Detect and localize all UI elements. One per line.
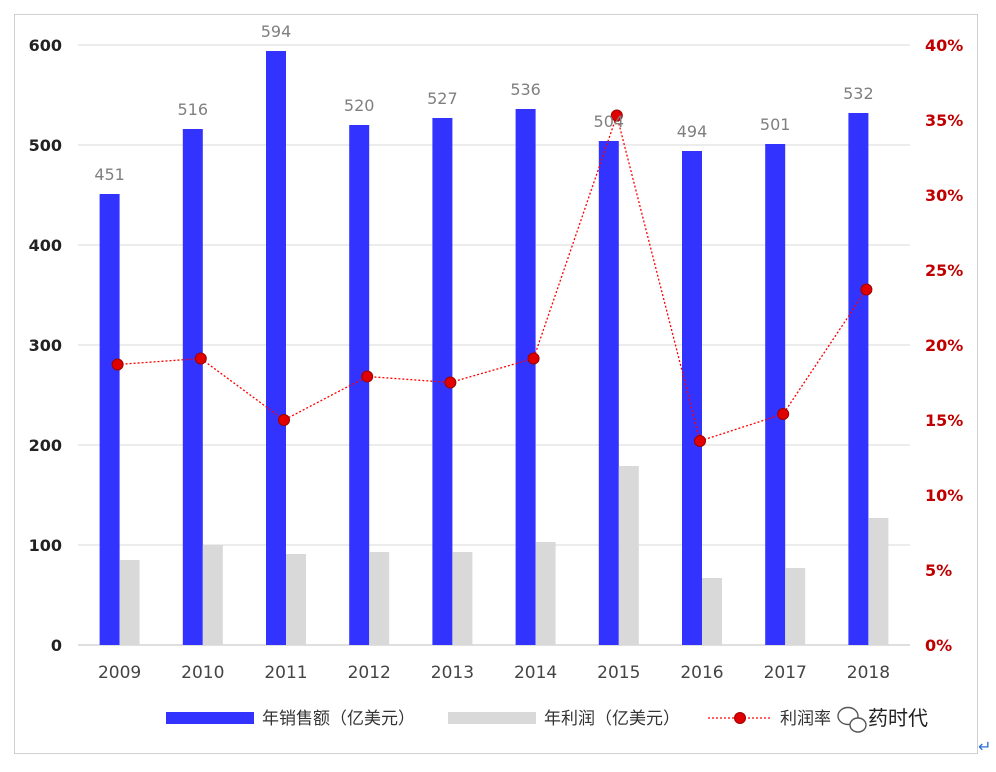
- profit-bar: [535, 542, 556, 645]
- x-tick-label: 2016: [680, 663, 723, 683]
- sales-data-label: 520: [344, 96, 375, 115]
- sales-bar: [598, 141, 619, 645]
- legend-label-profit: 年利润（亿美元）: [544, 709, 680, 729]
- y-right-tick-label: 15%: [925, 411, 963, 430]
- x-tick-label: 2009: [98, 663, 141, 683]
- wechat-bubble-small: [849, 717, 867, 733]
- sales-bar: [515, 109, 536, 645]
- margin-point: [444, 376, 457, 389]
- watermark: 药时代 ↵: [837, 706, 991, 756]
- legend-swatch-sales: [166, 712, 254, 724]
- sales-data-label: 494: [677, 122, 708, 141]
- sales-bar: [266, 51, 286, 645]
- sales-bar: [848, 113, 869, 645]
- x-tick-label: 2017: [764, 663, 807, 683]
- line-layer: [111, 109, 873, 447]
- chart-frame: [14, 14, 978, 754]
- y-left-tick-label: 0: [51, 636, 62, 655]
- y-left-tick-label: 600: [29, 36, 62, 55]
- legend-swatch-profit: [448, 712, 536, 724]
- return-mark: ↵: [978, 737, 991, 756]
- margin-point: [361, 370, 374, 383]
- profit-bar: [702, 578, 722, 645]
- profit-bar: [618, 466, 639, 645]
- sales-data-label: 501: [760, 115, 791, 134]
- sales-data-label: 594: [261, 22, 292, 41]
- y-right-tick-label: 20%: [925, 336, 963, 355]
- x-tick-label: 2018: [847, 663, 890, 683]
- x-tick-label: 2015: [597, 663, 640, 683]
- y-right-tick-label: 35%: [925, 111, 963, 130]
- profit-bar: [868, 518, 889, 645]
- y-right-tick-label: 25%: [925, 261, 963, 280]
- y-right-tick-label: 10%: [925, 486, 963, 505]
- sales-data-label: 527: [427, 89, 458, 108]
- sales-data-label: 516: [178, 100, 209, 119]
- sales-bar: [349, 125, 370, 645]
- profit-bar: [286, 554, 306, 645]
- margin-line: [117, 113, 867, 442]
- margin-point: [527, 352, 540, 365]
- sales-data-label: 504: [594, 112, 625, 131]
- sales-bar: [682, 151, 702, 645]
- watermark-text: 药时代: [868, 706, 928, 730]
- sales-data-label: 532: [843, 84, 874, 103]
- wechat-icon: [837, 706, 867, 733]
- x-tick-label: 2011: [264, 663, 307, 683]
- y-right-tick-label: 30%: [925, 186, 963, 205]
- sales-bar: [182, 129, 203, 645]
- margin-point: [777, 408, 790, 420]
- y-left-tick-label: 300: [29, 336, 62, 355]
- y-left-tick-label: 100: [29, 536, 62, 555]
- y-right-tick-label: 0%: [925, 636, 952, 655]
- legend-label-margin: 利润率: [780, 709, 831, 729]
- margin-point: [111, 358, 124, 371]
- x-tick-label: 2012: [348, 663, 391, 683]
- margin-point: [694, 435, 706, 447]
- y-left-tick-label: 200: [29, 436, 62, 455]
- y-right-tick-label: 40%: [925, 36, 963, 55]
- profit-bar: [369, 552, 390, 645]
- sales-data-label: 451: [94, 165, 125, 184]
- y-left-tick-label: 400: [29, 236, 62, 255]
- y-right-tick-label: 5%: [925, 561, 952, 580]
- margin-point: [610, 109, 623, 122]
- x-tick-label: 2014: [514, 663, 557, 683]
- sales-data-label: 536: [510, 80, 541, 99]
- y-left-tick-label: 500: [29, 136, 62, 155]
- x-tick-label: 2010: [181, 663, 224, 683]
- legend-swatch-margin-point: [734, 712, 746, 724]
- axes: 0 100 200 300 400 500 600 0% 5% 10% 15% 20% 25% 30% 35…: [29, 36, 964, 683]
- sales-bar: [99, 194, 120, 645]
- profit-bar: [452, 552, 473, 645]
- margin-point: [860, 283, 873, 296]
- margin-point: [194, 352, 207, 365]
- margin-point: [278, 414, 290, 426]
- legend-label-sales: 年销售额（亿美元）: [262, 709, 415, 729]
- profit-bar: [119, 560, 140, 645]
- x-tick-label: 2013: [431, 663, 474, 683]
- profit-bar: [785, 568, 806, 645]
- legend: 年销售额（亿美元） 年利润（亿美元） 利润率: [166, 709, 831, 729]
- sales-bar: [765, 144, 786, 645]
- profit-bar: [202, 545, 223, 645]
- wechat-bubble-large: [837, 706, 859, 726]
- data-labels: 451 516 594 520 527 536 504 494 501 532: [94, 22, 873, 184]
- bar-layer: [99, 51, 889, 645]
